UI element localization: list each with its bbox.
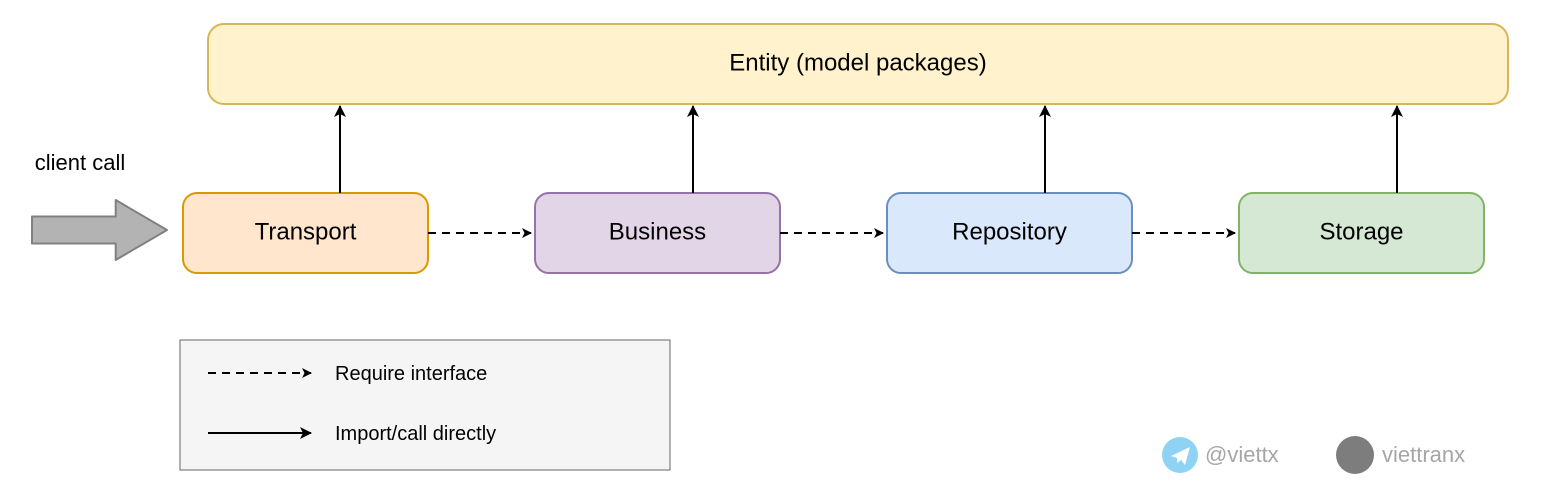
legend-box: [180, 340, 670, 470]
node-business-label: Business: [609, 218, 706, 245]
entity-label: Entity (model packages): [729, 49, 986, 76]
legend-label-solid: Import/call directly: [335, 423, 496, 445]
node-storage-label: Storage: [1319, 218, 1403, 245]
node-transport-label: Transport: [255, 218, 357, 245]
client-call-arrow-icon: [32, 200, 167, 260]
node-repository-label: Repository: [952, 218, 1067, 245]
github-handle: viettranx: [1382, 442, 1465, 467]
telegram-handle: @viettx: [1205, 442, 1279, 467]
github-icon: [1336, 436, 1374, 474]
client-call-label: client call: [35, 150, 125, 175]
legend-label-dashed: Require interface: [335, 363, 487, 385]
